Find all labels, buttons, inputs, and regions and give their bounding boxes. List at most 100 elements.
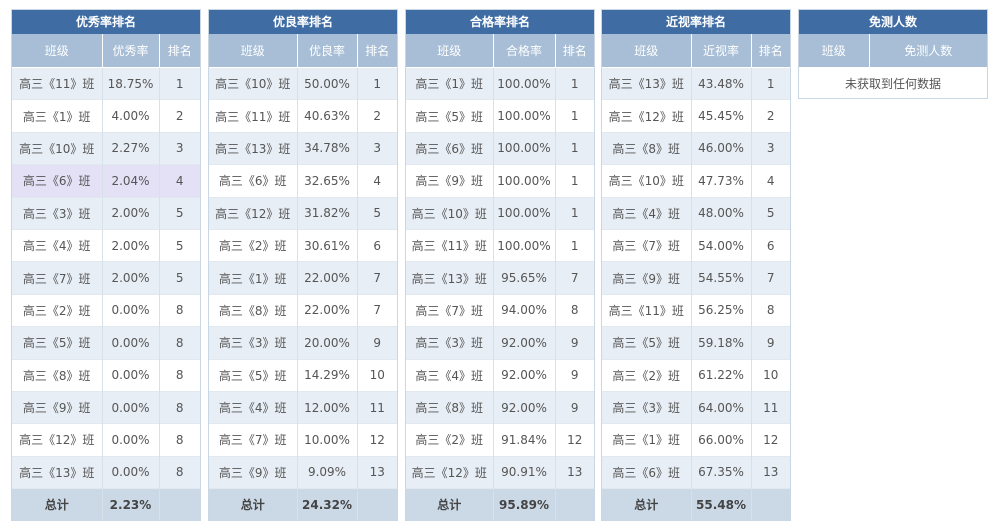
table-row[interactable]: 高三《5》班 0.00% 8 xyxy=(12,326,200,360)
col-header-exempt-count[interactable]: 免测人数 xyxy=(869,34,987,68)
col-header-metric[interactable]: 优良率 xyxy=(297,34,358,68)
class-cell: 高三《2》班 xyxy=(406,423,494,457)
table-row[interactable]: 高三《12》班 45.45% 2 xyxy=(602,99,790,133)
table-row[interactable]: 高三《10》班 50.00% 1 xyxy=(209,66,397,100)
class-cell: 高三《10》班 xyxy=(406,196,494,230)
col-header-metric[interactable]: 合格率 xyxy=(493,34,556,68)
metric-cell: 20.00% xyxy=(297,326,358,360)
table-row[interactable]: 高三《6》班 32.65% 4 xyxy=(209,164,397,198)
exempt-count-panel: 免测人数 班级 免测人数 未获取到任何数据 xyxy=(798,9,988,99)
col-header-metric[interactable]: 近视率 xyxy=(691,34,752,68)
table-row[interactable]: 高三《1》班 66.00% 12 xyxy=(602,423,790,457)
table-row[interactable]: 高三《9》班 100.00% 1 xyxy=(406,164,594,198)
table-row[interactable]: 高三《9》班 54.55% 7 xyxy=(602,261,790,295)
table-row[interactable]: 高三《13》班 34.78% 3 xyxy=(209,131,397,165)
col-header-class[interactable]: 班级 xyxy=(799,34,870,68)
table-row[interactable]: 高三《11》班 40.63% 2 xyxy=(209,99,397,133)
metric-cell: 48.00% xyxy=(691,196,752,230)
class-cell: 高三《1》班 xyxy=(602,423,692,457)
table-row[interactable]: 高三《1》班 100.00% 1 xyxy=(406,66,594,100)
table-row[interactable]: 高三《6》班 100.00% 1 xyxy=(406,131,594,165)
table-row[interactable]: 高三《7》班 94.00% 8 xyxy=(406,293,594,327)
table-row[interactable]: 高三《5》班 59.18% 9 xyxy=(602,326,790,360)
table-row[interactable]: 高三《13》班 43.48% 1 xyxy=(602,66,790,100)
table-row[interactable]: 高三《11》班 18.75% 1 xyxy=(12,66,200,100)
table-row[interactable]: 高三《6》班 2.04% 4 xyxy=(12,164,200,198)
table-row[interactable]: 高三《1》班 22.00% 7 xyxy=(209,261,397,295)
table-row[interactable]: 高三《2》班 0.00% 8 xyxy=(12,293,200,327)
col-header-rank[interactable]: 排名 xyxy=(159,34,200,68)
table-row[interactable]: 高三《7》班 2.00% 5 xyxy=(12,261,200,295)
table-row[interactable]: 高三《3》班 2.00% 5 xyxy=(12,196,200,230)
class-cell: 高三《4》班 xyxy=(12,228,103,262)
class-cell: 高三《1》班 xyxy=(12,99,103,133)
total-row: 总计 95.89% xyxy=(406,488,594,521)
table-row[interactable]: 高三《4》班 12.00% 11 xyxy=(209,390,397,424)
metric-cell: 12.00% xyxy=(297,390,358,424)
col-header-class[interactable]: 班级 xyxy=(12,34,103,68)
table-row[interactable]: 高三《7》班 10.00% 12 xyxy=(209,423,397,457)
total-label: 总计 xyxy=(12,488,103,521)
table-row[interactable]: 高三《6》班 67.35% 13 xyxy=(602,455,790,489)
metric-cell: 0.00% xyxy=(102,358,160,392)
table-row[interactable]: 高三《4》班 2.00% 5 xyxy=(12,228,200,262)
table-row[interactable]: 高三《8》班 46.00% 3 xyxy=(602,131,790,165)
table-row[interactable]: 高三《4》班 48.00% 5 xyxy=(602,196,790,230)
table-row[interactable]: 高三《8》班 92.00% 9 xyxy=(406,390,594,424)
class-cell: 高三《7》班 xyxy=(12,261,103,295)
total-rank-empty xyxy=(555,488,594,521)
table-row[interactable]: 高三《11》班 100.00% 1 xyxy=(406,228,594,262)
col-header-rank[interactable]: 排名 xyxy=(555,34,594,68)
col-header-rank[interactable]: 排名 xyxy=(357,34,397,68)
table-row[interactable]: 高三《5》班 100.00% 1 xyxy=(406,99,594,133)
table-row[interactable]: 高三《7》班 54.00% 6 xyxy=(602,228,790,262)
class-cell: 高三《13》班 xyxy=(12,455,103,489)
rank-cell: 5 xyxy=(159,196,200,230)
table-row[interactable]: 高三《10》班 100.00% 1 xyxy=(406,196,594,230)
table-row[interactable]: 高三《3》班 20.00% 9 xyxy=(209,326,397,360)
table-row[interactable]: 高三《2》班 61.22% 10 xyxy=(602,358,790,392)
table-row[interactable]: 高三《12》班 31.82% 5 xyxy=(209,196,397,230)
table-row[interactable]: 高三《5》班 14.29% 10 xyxy=(209,358,397,392)
col-header-metric[interactable]: 优秀率 xyxy=(102,34,160,68)
rank-cell: 3 xyxy=(751,131,790,165)
metric-cell: 2.00% xyxy=(102,261,160,295)
metric-cell: 2.00% xyxy=(102,196,160,230)
table-row[interactable]: 高三《10》班 2.27% 3 xyxy=(12,131,200,165)
table-row[interactable]: 高三《9》班 0.00% 8 xyxy=(12,390,200,424)
col-header-class[interactable]: 班级 xyxy=(209,34,298,68)
header-row: 班级 优良率 排名 xyxy=(209,34,397,68)
table-row[interactable]: 高三《9》班 9.09% 13 xyxy=(209,455,397,489)
table-row[interactable]: 高三《2》班 91.84% 12 xyxy=(406,423,594,457)
class-cell: 高三《9》班 xyxy=(406,164,494,198)
table-row[interactable]: 高三《13》班 0.00% 8 xyxy=(12,455,200,489)
table-row[interactable]: 高三《1》班 4.00% 2 xyxy=(12,99,200,133)
class-cell: 高三《6》班 xyxy=(209,164,298,198)
table-row[interactable]: 高三《3》班 92.00% 9 xyxy=(406,326,594,360)
col-header-class[interactable]: 班级 xyxy=(406,34,494,68)
metric-cell: 9.09% xyxy=(297,455,358,489)
metric-cell: 47.73% xyxy=(691,164,752,198)
rank-cell: 5 xyxy=(159,228,200,262)
metric-cell: 94.00% xyxy=(493,293,556,327)
panel-title: 合格率排名 xyxy=(406,10,594,34)
class-cell: 高三《12》班 xyxy=(209,196,298,230)
col-header-rank[interactable]: 排名 xyxy=(751,34,790,68)
table-row[interactable]: 高三《3》班 64.00% 11 xyxy=(602,390,790,424)
col-header-class[interactable]: 班级 xyxy=(602,34,692,68)
rank-cell: 12 xyxy=(357,423,397,457)
table-row[interactable]: 高三《12》班 90.91% 13 xyxy=(406,455,594,489)
table-row[interactable]: 高三《11》班 56.25% 8 xyxy=(602,293,790,327)
table-row[interactable]: 高三《2》班 30.61% 6 xyxy=(209,228,397,262)
metric-cell: 0.00% xyxy=(102,455,160,489)
metric-cell: 54.55% xyxy=(691,261,752,295)
table-row[interactable]: 高三《8》班 0.00% 8 xyxy=(12,358,200,392)
metric-cell: 100.00% xyxy=(493,99,556,133)
class-cell: 高三《2》班 xyxy=(602,358,692,392)
rank-cell: 7 xyxy=(357,293,397,327)
table-row[interactable]: 高三《10》班 47.73% 4 xyxy=(602,164,790,198)
table-row[interactable]: 高三《8》班 22.00% 7 xyxy=(209,293,397,327)
table-row[interactable]: 高三《13》班 95.65% 7 xyxy=(406,261,594,295)
table-row[interactable]: 高三《12》班 0.00% 8 xyxy=(12,423,200,457)
table-row[interactable]: 高三《4》班 92.00% 9 xyxy=(406,358,594,392)
